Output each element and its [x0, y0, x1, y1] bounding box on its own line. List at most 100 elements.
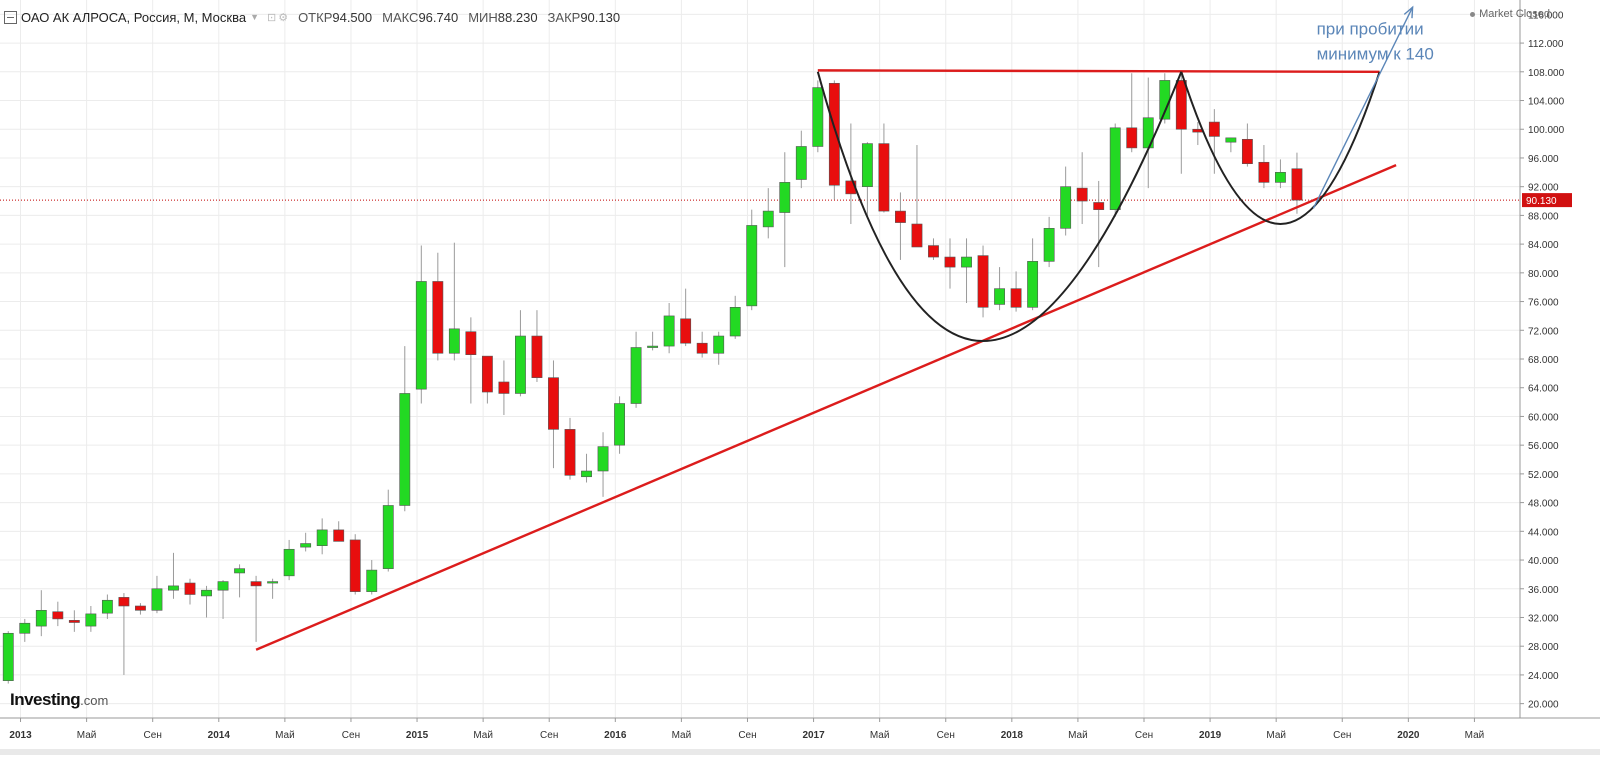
y-tick-label: 52.000 — [1528, 470, 1559, 481]
candle-body — [1027, 261, 1039, 308]
y-tick-label: 44.000 — [1528, 527, 1559, 538]
candle-body — [581, 470, 592, 478]
candle-body — [1060, 186, 1072, 229]
x-tick-label: Сен — [144, 730, 162, 741]
candle-body — [118, 597, 130, 607]
candle-body — [52, 611, 64, 620]
candle-body — [481, 355, 493, 393]
x-tick-label: 2016 — [604, 730, 627, 741]
x-tick-label: Май — [1068, 730, 1088, 741]
x-tick-label: 2015 — [406, 730, 429, 741]
candle-body — [168, 585, 179, 591]
close-value: 90.130 — [580, 9, 621, 25]
candle-body — [151, 588, 163, 611]
y-tick-label: 28.000 — [1528, 642, 1559, 653]
support-trendline — [255, 164, 1397, 651]
x-tick-label: 2020 — [1397, 730, 1420, 741]
candle-body — [1275, 172, 1286, 183]
candle-body — [812, 87, 824, 147]
low-label: МИН — [468, 9, 498, 25]
annotation-line-1: при пробитии — [1317, 19, 1424, 38]
candle-body — [465, 331, 477, 355]
scrollbar-track — [0, 749, 1600, 755]
y-tick-label: 32.000 — [1528, 613, 1559, 624]
candle-body — [944, 256, 956, 268]
x-tick-label: Май — [77, 730, 97, 741]
instrument-title[interactable]: ОАО АК АЛРОСА, Россия, М, Москва — [21, 9, 247, 25]
x-tick-label: Сен — [342, 730, 360, 741]
y-tick-label: 112.000 — [1528, 39, 1564, 50]
chart-header: ОАО АК АЛРОСА, Россия, М, Москва ▼ ⊡⚙ ОТ… — [0, 0, 630, 34]
logo-domain: .com — [80, 693, 109, 708]
candle-body — [911, 223, 923, 248]
annotation-line-2: минимум к 140 — [1317, 45, 1434, 64]
y-tick-label: 80.000 — [1528, 269, 1559, 280]
x-tick-label: 2014 — [208, 730, 231, 741]
candle-body — [135, 605, 146, 611]
y-tick-label: 96.000 — [1528, 154, 1559, 165]
candle-body — [713, 335, 725, 354]
candle-body — [1093, 202, 1105, 210]
y-tick-label: 64.000 — [1528, 384, 1559, 395]
y-tick-label: 36.000 — [1528, 585, 1559, 596]
logo-name: Investing — [10, 690, 81, 709]
market-status: Market Closed — [1470, 8, 1550, 20]
candle-body — [1109, 127, 1121, 210]
candle-body — [795, 146, 807, 180]
candle-body — [432, 281, 444, 354]
y-tick-label: 100.000 — [1528, 125, 1565, 136]
x-tick-label: Май — [870, 730, 890, 741]
candle-body — [1291, 168, 1303, 201]
candle-body — [399, 393, 411, 506]
x-tick-label: Май — [473, 730, 493, 741]
investing-logo: Investing.com — [10, 690, 108, 710]
candle-body — [515, 335, 526, 394]
low-value: 88.230 — [497, 9, 538, 25]
y-tick-label: 76.000 — [1528, 298, 1559, 309]
x-tick-label: 2013 — [9, 730, 32, 741]
high-label: МАКС — [382, 9, 419, 25]
candle-body — [184, 582, 196, 595]
candle-body — [68, 620, 80, 623]
candle-body — [663, 315, 675, 347]
chevron-down-icon[interactable]: ▼ — [250, 12, 259, 22]
candle-body — [35, 609, 47, 627]
y-tick-label: 48.000 — [1528, 499, 1559, 510]
close-label: ЗАКР — [547, 9, 581, 25]
y-tick-label: 40.000 — [1528, 556, 1559, 567]
candle-body — [448, 328, 460, 354]
status-dot-icon — [1470, 11, 1476, 17]
candle-body — [861, 143, 873, 187]
forecast-arrow — [1312, 6, 1414, 209]
arrow-head-icon — [1403, 5, 1414, 19]
candle-body — [961, 256, 972, 268]
y-tick-label: 72.000 — [1528, 326, 1559, 337]
open-label: ОТКР — [298, 9, 333, 25]
y-tick-label: 20.000 — [1528, 700, 1559, 711]
x-tick-label: Май — [275, 730, 295, 741]
y-tick-label: 56.000 — [1528, 441, 1559, 452]
candle-body — [1076, 187, 1088, 202]
x-tick-label: Сен — [738, 730, 756, 741]
candle-body — [349, 539, 361, 592]
candle-body — [316, 529, 328, 546]
settings-icon[interactable]: ⊡⚙ — [266, 11, 291, 24]
candle-body — [366, 569, 378, 592]
candle-body — [680, 318, 692, 344]
candle-body — [201, 589, 212, 597]
collapse-icon[interactable] — [4, 10, 17, 24]
x-tick-label: Май — [1465, 730, 1485, 741]
x-tick-label: 2019 — [1199, 730, 1222, 741]
x-tick-label: Сен — [1333, 730, 1351, 741]
x-tick-label: 2017 — [802, 730, 825, 741]
candle-body — [101, 599, 113, 614]
y-tick-label: 108.000 — [1528, 68, 1565, 79]
candle-body — [1225, 137, 1237, 143]
y-tick-label: 88.000 — [1528, 211, 1559, 222]
handle-curve — [1180, 71, 1381, 225]
candle-body — [564, 429, 576, 476]
x-tick-label: Сен — [937, 730, 955, 741]
candle-body — [2, 632, 14, 681]
